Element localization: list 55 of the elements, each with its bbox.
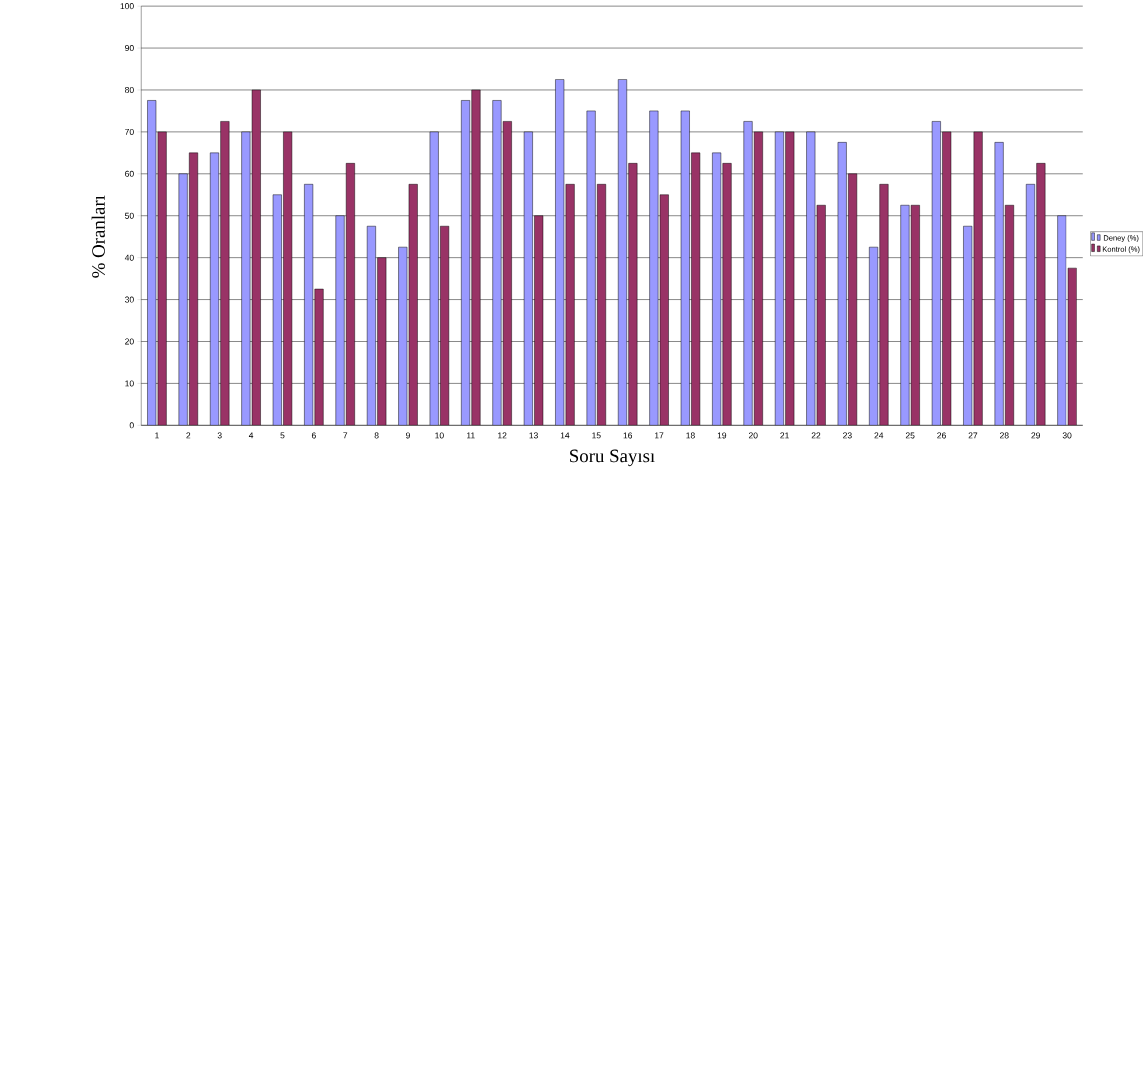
x-tick-label: 22 [811, 432, 821, 439]
bar [586, 110, 596, 426]
x-tick-label: 6 [311, 432, 316, 439]
y-tick-label: 100 [120, 3, 134, 10]
y-axis-title: % Oranları [91, 195, 105, 278]
x-tick-label: 28 [1000, 432, 1009, 439]
x-tick-label: 13 [529, 432, 538, 439]
y-tick-label: 0 [129, 422, 134, 429]
x-tick-label: 24 [874, 432, 884, 439]
bar [879, 183, 889, 426]
x-tick-label: 17 [655, 432, 664, 439]
bar [471, 89, 481, 426]
y-tick-label: 60 [125, 170, 134, 177]
x-tick-label: 8 [374, 432, 379, 439]
x-tick-label: 4 [248, 432, 254, 439]
bar [314, 288, 324, 426]
x-tick-label: 20 [748, 432, 758, 439]
y-tick-label: 70 [125, 128, 134, 135]
x-tick-label: 27 [968, 432, 978, 439]
bar [628, 162, 638, 426]
bar [335, 215, 345, 426]
x-tick-label: 10 [435, 432, 444, 439]
y-tick-label: 20 [125, 338, 134, 345]
x-tick-label: 15 [592, 432, 601, 439]
x-tick-label: 5 [280, 432, 285, 439]
x-tick-label: 14 [560, 432, 570, 439]
x-tick-label: 21 [780, 432, 789, 439]
y-tick-label: 90 [125, 44, 134, 51]
x-tick-label: 3 [217, 432, 222, 439]
x-tick-label: 1 [155, 432, 159, 439]
bar [220, 121, 230, 426]
x-tick-label: 30 [1062, 432, 1072, 439]
x-axis-title: Soru Sayısı [570, 449, 655, 467]
x-tick-label: 16 [623, 432, 633, 439]
x-tick-label: 19 [717, 432, 727, 439]
bar [994, 142, 1004, 426]
x-tick-label: 7 [343, 432, 348, 439]
x-tick-label: 26 [937, 432, 946, 439]
x-tick-label: 11 [467, 432, 475, 439]
y-tick-label: 30 [125, 296, 134, 303]
x-tick-label: 25 [905, 432, 915, 439]
x-tick-label: 12 [498, 432, 507, 439]
x-tick-label: 29 [1031, 432, 1041, 439]
bar [900, 204, 910, 426]
bar [722, 162, 732, 426]
bar [743, 121, 753, 426]
y-tick-label: 50 [125, 212, 134, 219]
bar [492, 100, 502, 426]
x-tick-label: 18 [686, 432, 695, 439]
y-tick-label: 80 [125, 86, 134, 93]
x-tick-label: 23 [843, 432, 852, 439]
x-tick-label: 2 [186, 432, 191, 439]
x-tick-label: 9 [406, 432, 410, 439]
y-tick-label: 40 [124, 254, 134, 261]
y-tick-label: 10 [125, 380, 134, 387]
